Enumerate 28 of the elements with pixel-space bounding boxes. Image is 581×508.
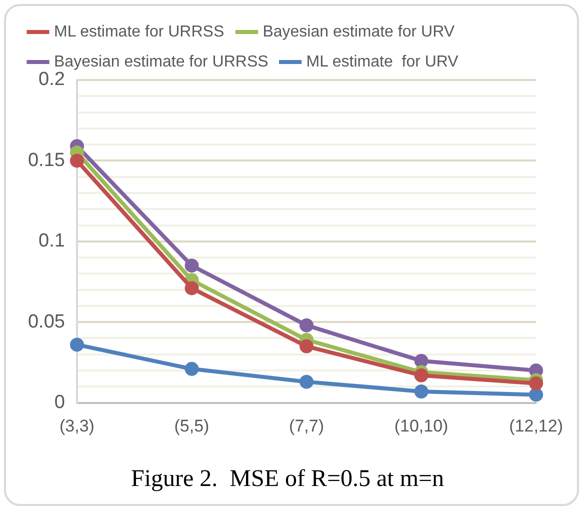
point (300, 318, 314, 332)
point (414, 368, 428, 382)
point (414, 384, 428, 398)
x-tick-label: (7,7) (289, 416, 324, 436)
point (70, 338, 84, 352)
y-tick-label: 0.1 (38, 230, 65, 252)
point (184, 362, 199, 376)
point (300, 374, 314, 389)
text: Figure 2. MSE of R=0.5 at m=n (130, 466, 444, 492)
legend-label: Bayesian estimate for URV (262, 23, 455, 40)
y-tick-label: 0.15 (28, 150, 65, 171)
point (184, 258, 199, 273)
point (529, 376, 544, 390)
x-tick-label: (5,5) (174, 416, 210, 436)
x-tick-label: (12,12) (509, 416, 564, 436)
legend-label: Bayesian estimate for URRSS (54, 53, 268, 70)
y-tick-label: 0.2 (38, 69, 65, 90)
x-tick-label: (10,10) (394, 416, 448, 436)
y-tick-label: 0 (54, 392, 65, 414)
point (414, 354, 428, 368)
point (70, 154, 84, 168)
legend-label: ML estimate for URRSS (54, 23, 224, 40)
point (529, 388, 544, 402)
y-tick-label: 0.05 (28, 311, 65, 332)
x-tick-label: (3,3) (59, 416, 94, 436)
point (300, 339, 314, 354)
point (184, 281, 199, 296)
legend-label: ML estimate for URV (306, 53, 459, 70)
